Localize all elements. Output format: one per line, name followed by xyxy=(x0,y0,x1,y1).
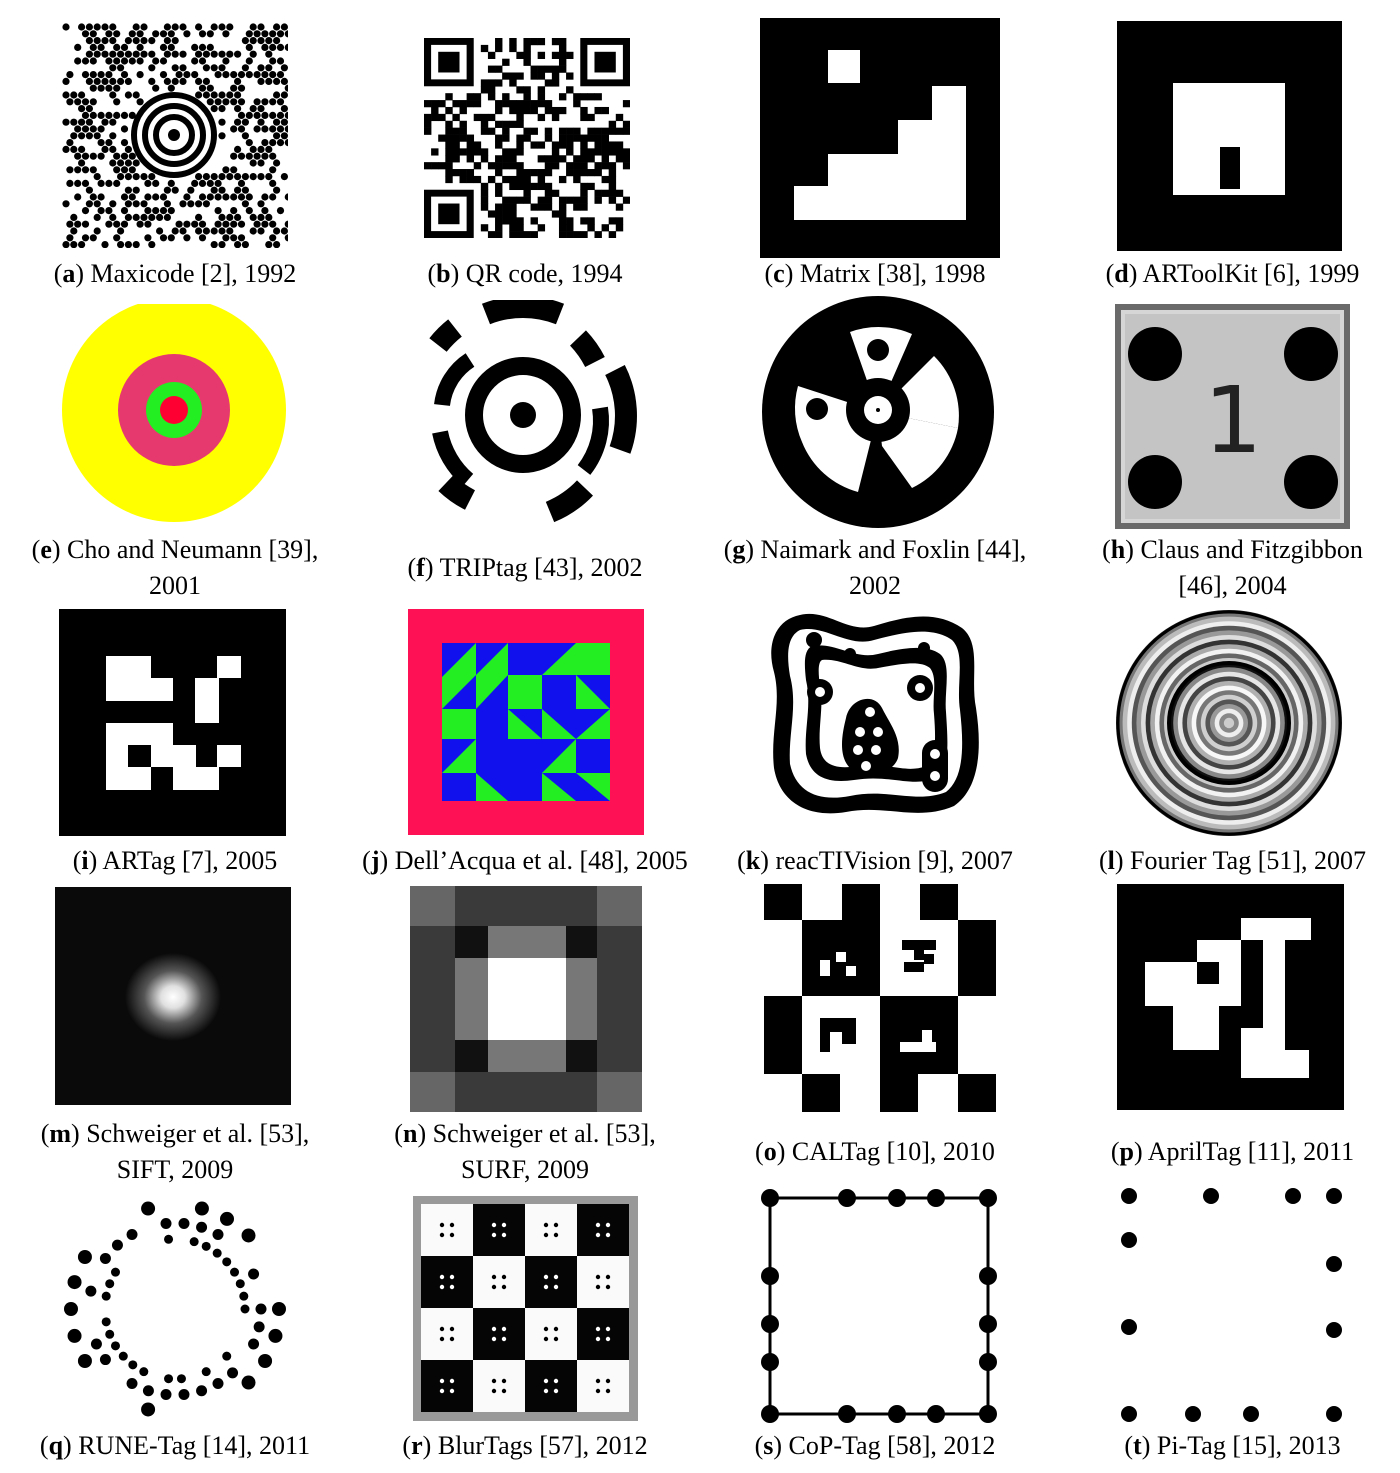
caltag-marker xyxy=(764,884,996,1112)
qr-code-marker xyxy=(424,38,630,238)
caption-h: (h) Claus and Fitzgibbon [46], 2004 xyxy=(1050,532,1400,604)
caption-a: (a) Maxicode [2], 1992 xyxy=(0,256,350,292)
matrix-marker xyxy=(760,18,1000,258)
caption-q: (q) RUNE-Tag [14], 2011 xyxy=(0,1428,350,1464)
artoolkit-marker xyxy=(1117,21,1342,251)
fourier-tag-marker xyxy=(1116,610,1342,836)
caption-o: (o) CALTag [10], 2010 xyxy=(700,1134,1050,1170)
claus-fitzgibbon-marker: 1 xyxy=(1115,304,1350,529)
tag-number-glyph: 1 xyxy=(1204,367,1263,474)
cop-tag-marker xyxy=(758,1186,1000,1426)
caption-g: (g) Naimark and Foxlin [44], 2002 xyxy=(700,532,1050,604)
sift-marker xyxy=(55,887,291,1105)
caption-b: (b) QR code, 1994 xyxy=(350,256,700,292)
caption-k: (k) reacTIVision [9], 2007 xyxy=(700,843,1050,879)
caption-m: (m) Schweiger et al. [53], SIFT, 2009 xyxy=(0,1116,350,1188)
caption-j: (j) Dell’Acqua et al. [48], 2005 xyxy=(350,843,700,879)
caption-i: (i) ARTag [7], 2005 xyxy=(0,843,350,879)
caption-c: (c) Matrix [38], 1998 xyxy=(700,256,1050,292)
caption-l: (l) Fourier Tag [51], 2007 xyxy=(1050,843,1400,879)
naimark-foxlin-marker xyxy=(762,296,994,528)
reactivision-marker xyxy=(766,608,982,818)
caption-p: (p) AprilTag [11], 2011 xyxy=(1050,1134,1400,1170)
triptag-marker xyxy=(410,300,640,530)
surf-marker xyxy=(410,886,642,1112)
apriltag-marker xyxy=(1117,884,1344,1110)
caption-s: (s) CoP-Tag [58], 2012 xyxy=(700,1428,1050,1464)
blurtags-marker xyxy=(413,1196,638,1421)
pi-tag-marker xyxy=(1116,1184,1346,1424)
caption-e: (e) Cho and Neumann [39], 2001 xyxy=(0,532,350,604)
cho-neumann-marker xyxy=(62,304,286,528)
maxicode-marker xyxy=(60,22,288,248)
rune-tag-marker xyxy=(62,1194,288,1424)
dellacqua-marker xyxy=(408,609,644,835)
caption-n: (n) Schweiger et al. [53], SURF, 2009 xyxy=(350,1116,700,1188)
artag-marker xyxy=(59,609,286,836)
caption-f: (f) TRIPtag [43], 2002 xyxy=(350,550,700,586)
caption-r: (r) BlurTags [57], 2012 xyxy=(350,1428,700,1464)
caption-d: (d) ARToolKit [6], 1999 xyxy=(1050,256,1400,292)
caption-t: (t) Pi-Tag [15], 2013 xyxy=(1050,1428,1400,1464)
